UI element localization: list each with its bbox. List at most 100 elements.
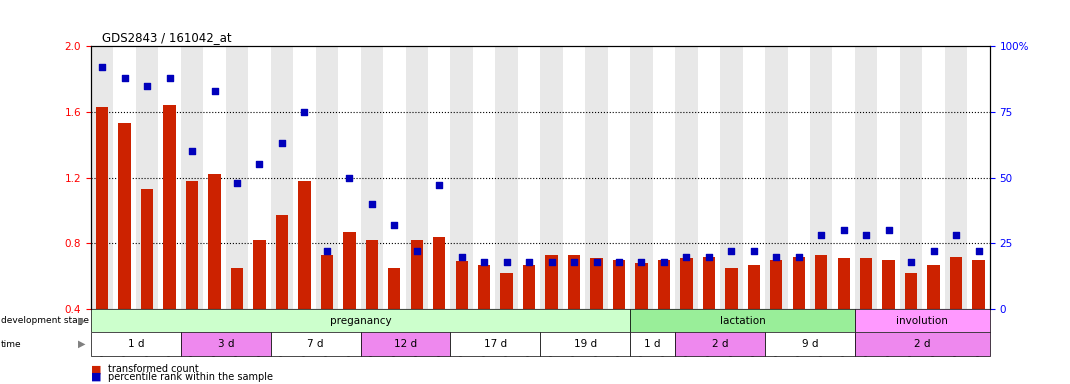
Text: 1 d: 1 d: [644, 339, 661, 349]
Text: 17 d: 17 d: [484, 339, 507, 349]
Point: [454, 253, 471, 260]
Bar: [91, 309, 630, 332]
Bar: [276, 215, 288, 309]
Bar: [113, 46, 136, 309]
Text: ■: ■: [91, 364, 102, 374]
Bar: [815, 255, 827, 309]
Bar: [613, 260, 625, 309]
Text: 7 d: 7 d: [307, 339, 324, 349]
Bar: [793, 257, 805, 309]
Bar: [765, 46, 788, 309]
Point: [588, 259, 606, 265]
Bar: [630, 46, 653, 309]
Bar: [181, 46, 203, 309]
Bar: [810, 46, 832, 309]
Text: 12 d: 12 d: [394, 339, 417, 349]
Bar: [585, 46, 608, 309]
Bar: [523, 265, 535, 309]
Text: 19 d: 19 d: [574, 339, 597, 349]
Text: GDS2843 / 161042_at: GDS2843 / 161042_at: [102, 31, 231, 44]
Bar: [231, 268, 243, 309]
Bar: [361, 46, 383, 309]
Bar: [540, 332, 630, 356]
Bar: [164, 105, 175, 309]
Bar: [316, 46, 338, 309]
Bar: [748, 265, 760, 309]
Bar: [838, 258, 850, 309]
Bar: [343, 232, 355, 309]
Point: [790, 253, 807, 260]
Text: preganancy: preganancy: [330, 316, 392, 326]
Bar: [636, 263, 647, 309]
Bar: [406, 46, 428, 309]
Point: [229, 180, 246, 186]
Bar: [388, 268, 400, 309]
Point: [475, 259, 492, 265]
Bar: [698, 46, 720, 309]
Point: [566, 259, 583, 265]
Point: [94, 64, 111, 70]
Bar: [725, 268, 737, 309]
Bar: [321, 255, 333, 309]
Bar: [226, 46, 248, 309]
Point: [723, 248, 740, 254]
Point: [858, 232, 875, 238]
Bar: [540, 46, 563, 309]
Point: [340, 174, 357, 180]
Bar: [765, 332, 855, 356]
Text: 1 d: 1 d: [127, 339, 144, 349]
Bar: [366, 240, 378, 309]
Point: [274, 140, 291, 146]
Text: 3 d: 3 d: [217, 339, 234, 349]
Bar: [456, 262, 468, 309]
Bar: [428, 46, 450, 309]
Text: ▶: ▶: [78, 316, 86, 326]
Bar: [158, 46, 181, 309]
Bar: [973, 260, 984, 309]
Bar: [209, 174, 220, 309]
Bar: [720, 46, 743, 309]
Bar: [900, 46, 922, 309]
Text: 2 d: 2 d: [712, 339, 729, 349]
Bar: [855, 309, 990, 332]
Bar: [248, 46, 271, 309]
Point: [205, 88, 224, 94]
Point: [610, 259, 627, 265]
Bar: [855, 332, 990, 356]
Bar: [181, 332, 271, 356]
Text: time: time: [1, 340, 21, 349]
Bar: [361, 332, 450, 356]
Bar: [518, 46, 540, 309]
Text: transformed count: transformed count: [108, 364, 199, 374]
Bar: [922, 46, 945, 309]
Bar: [254, 240, 265, 309]
Point: [184, 148, 201, 154]
Bar: [770, 260, 782, 309]
Bar: [299, 181, 310, 309]
Point: [969, 248, 987, 254]
Bar: [501, 273, 513, 309]
Bar: [96, 107, 108, 309]
Bar: [203, 46, 226, 309]
Point: [880, 227, 897, 233]
Bar: [495, 46, 518, 309]
Point: [700, 253, 717, 260]
Bar: [271, 46, 293, 309]
Bar: [703, 257, 715, 309]
Text: ▶: ▶: [78, 339, 86, 349]
Bar: [832, 46, 855, 309]
Point: [746, 248, 763, 254]
Bar: [383, 46, 406, 309]
Point: [521, 259, 538, 265]
Point: [498, 259, 516, 265]
Point: [632, 259, 649, 265]
Bar: [591, 258, 602, 309]
Bar: [450, 332, 540, 356]
Bar: [860, 258, 872, 309]
Bar: [568, 255, 580, 309]
Bar: [681, 258, 692, 309]
Bar: [877, 46, 900, 309]
Bar: [411, 240, 423, 309]
Bar: [653, 46, 675, 309]
Text: lactation: lactation: [720, 316, 765, 326]
